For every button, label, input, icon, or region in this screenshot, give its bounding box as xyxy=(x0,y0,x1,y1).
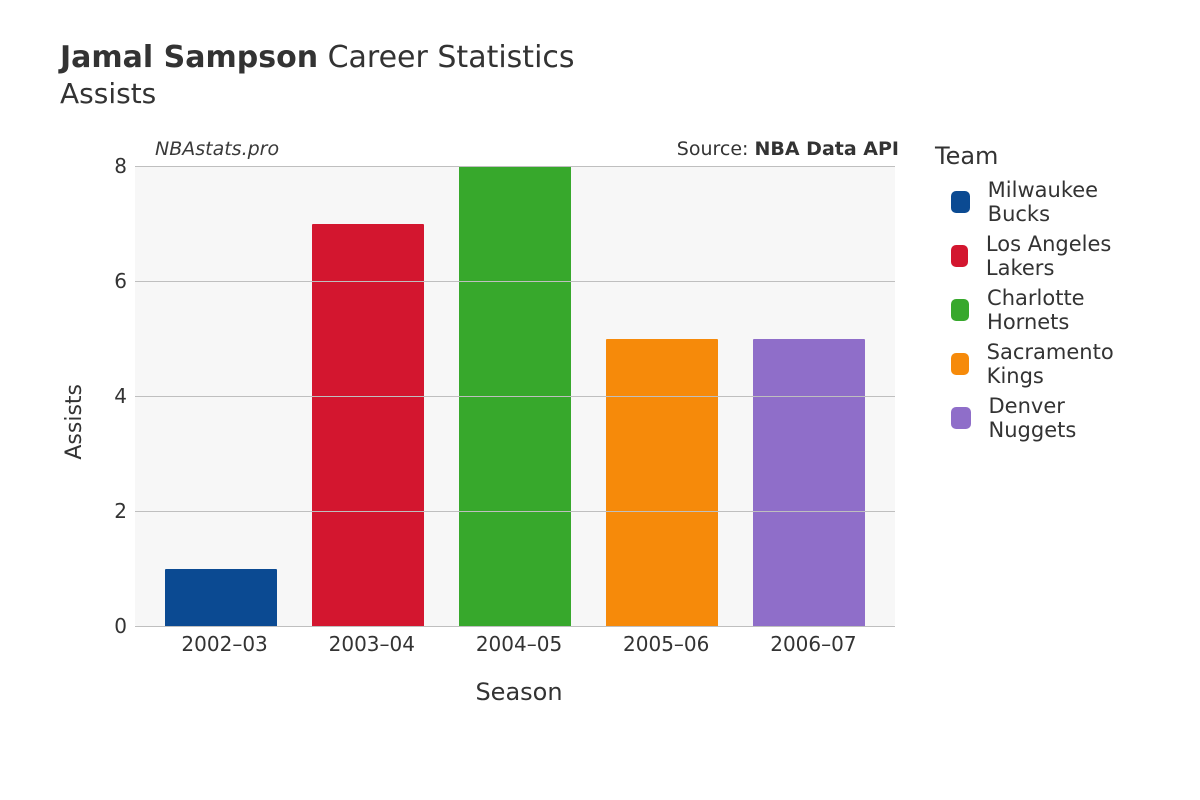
y-tick-label: 8 xyxy=(114,154,127,178)
x-tick-label: 2006–07 xyxy=(740,632,887,656)
legend-item: Sacramento Kings xyxy=(935,340,1140,388)
gridline xyxy=(135,396,895,397)
legend-label: Charlotte Hornets xyxy=(987,286,1140,334)
chart-page: Jamal Sampson Career Statistics Assists … xyxy=(0,0,1200,800)
x-tick-label: 2004–05 xyxy=(445,632,592,656)
gridline xyxy=(135,626,895,627)
gridline xyxy=(135,281,895,282)
y-axis-label: Assists xyxy=(60,384,87,460)
legend-item: Denver Nuggets xyxy=(935,394,1140,442)
y-tick-label: 0 xyxy=(114,614,127,638)
y-tick-label: 6 xyxy=(114,269,127,293)
chart-title: Jamal Sampson Career Statistics xyxy=(60,40,1140,75)
y-tick-label: 2 xyxy=(114,499,127,523)
bar xyxy=(753,339,865,627)
chart-area: Assists NBAstats.pro Source: NBA Data AP… xyxy=(60,138,1140,706)
x-tick-label: 2002–03 xyxy=(151,632,298,656)
above-plot-annotations: NBAstats.pro Source: NBA Data API xyxy=(139,138,899,160)
plot-row: 02468 xyxy=(87,166,899,626)
plot-wrap: NBAstats.pro Source: NBA Data API 02468 … xyxy=(87,138,899,706)
y-tick-label: 4 xyxy=(114,384,127,408)
x-tick-label: 2005–06 xyxy=(593,632,740,656)
y-axis-ticks: 02468 xyxy=(87,166,135,626)
legend-swatch xyxy=(951,299,969,321)
legend-item: Los Angeles Lakers xyxy=(935,232,1140,280)
x-axis-ticks: 2002–032003–042004–052005–062006–07 xyxy=(139,632,899,656)
x-tick-label: 2003–04 xyxy=(298,632,445,656)
x-axis-label: Season xyxy=(139,678,899,706)
legend-item: Charlotte Hornets xyxy=(935,286,1140,334)
legend-swatch xyxy=(951,353,969,375)
source-label: Source: xyxy=(677,138,755,160)
source-name: NBA Data API xyxy=(754,138,899,160)
chart-titles: Jamal Sampson Career Statistics Assists xyxy=(60,40,1140,110)
plot-area xyxy=(135,166,895,626)
legend-swatch xyxy=(951,191,970,213)
legend: Team Milwaukee Bucks Los Angeles Lakers Ch… xyxy=(935,142,1140,706)
legend-label: Sacramento Kings xyxy=(987,340,1140,388)
player-name: Jamal Sampson xyxy=(60,40,318,75)
gridline xyxy=(135,166,895,167)
bar xyxy=(606,339,718,627)
bar xyxy=(165,569,277,627)
gridline xyxy=(135,511,895,512)
title-suffix: Career Statistics xyxy=(328,40,575,75)
legend-item: Milwaukee Bucks xyxy=(935,178,1140,226)
legend-label: Denver Nuggets xyxy=(989,394,1140,442)
legend-label: Milwaukee Bucks xyxy=(988,178,1140,226)
legend-swatch xyxy=(951,245,968,267)
legend-swatch xyxy=(951,407,971,429)
legend-label: Los Angeles Lakers xyxy=(986,232,1140,280)
site-credit: NBAstats.pro xyxy=(139,138,279,160)
source-annotation: Source: NBA Data API xyxy=(677,138,899,160)
legend-title: Team xyxy=(935,142,1140,170)
bar xyxy=(312,224,424,627)
chart-subtitle: Assists xyxy=(60,77,1140,110)
